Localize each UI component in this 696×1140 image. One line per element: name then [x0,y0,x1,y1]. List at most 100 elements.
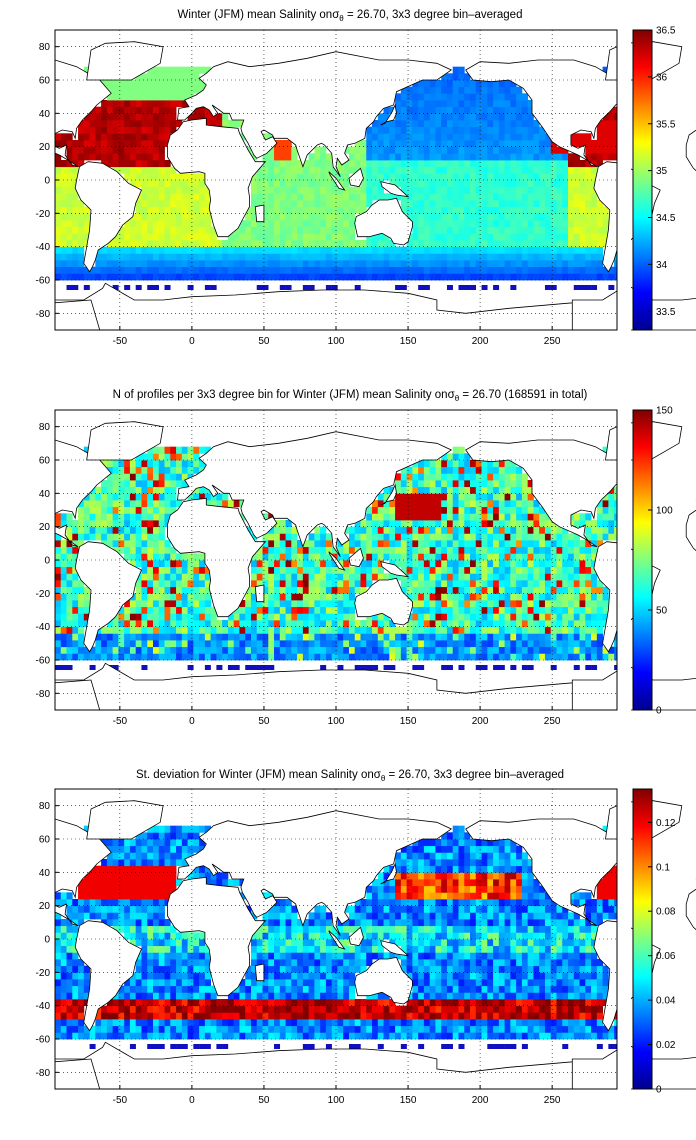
data-cell [441,173,448,181]
data-cell [550,266,557,274]
data-cell [152,1019,160,1027]
data-cell [516,240,523,248]
data-cell [596,540,603,548]
data-cell [262,153,269,161]
data-cell [250,153,258,161]
data-cell [141,220,148,228]
data-cell [297,626,304,634]
data-cell [579,540,586,548]
data-cell [124,486,131,494]
data-cell [579,173,586,181]
data-cell [602,606,609,614]
data-cell [152,86,160,94]
data-cell [337,173,344,181]
data-cell [72,520,79,528]
data-cell [337,273,344,281]
data-cell [72,180,79,188]
data-cell [591,533,598,541]
data-cell [475,153,482,161]
data-cell [400,586,408,594]
data-cell [504,120,511,128]
data-cell [539,200,546,208]
data-cell [250,665,257,670]
data-cell [204,653,212,661]
data-cell [412,146,419,154]
data-cell [481,133,488,141]
data-cell [256,546,263,554]
data-cell [412,133,419,141]
land-outline [380,181,410,198]
data-cell [596,640,603,648]
data-cell [389,620,396,628]
data-cell [152,945,160,953]
data-cell [250,593,258,601]
data-cell [550,173,557,181]
data-cell [481,140,488,148]
data-cell [493,580,500,588]
data-cell [429,466,436,474]
data-cell [222,500,229,508]
data-cell [498,253,505,261]
data-cell [366,140,373,148]
data-cell [412,480,419,488]
data-cell [55,952,62,960]
data-cell [112,620,119,628]
data-cell [285,540,292,548]
data-cell [493,180,500,188]
data-cell [510,153,517,161]
data-cell [464,233,471,241]
data-cell [95,640,102,648]
data-cell [124,160,131,168]
data-cell [112,253,119,261]
data-cell [60,553,67,561]
data-cell [95,865,102,873]
data-cell [297,600,304,608]
data-cell [516,186,523,194]
data-cell [441,146,448,154]
data-cell [591,153,598,161]
data-cell [596,633,603,641]
data-cell [470,566,477,574]
data-cell [337,640,344,648]
data-cell [423,213,431,221]
data-cell [423,473,431,481]
data-cell [89,533,96,541]
data-cell [602,653,609,661]
data-cell [429,153,436,161]
data-cell [320,526,327,534]
data-cell [297,273,304,281]
data-cell [441,106,448,114]
data-cell [112,892,119,900]
data-cell [516,226,523,234]
data-cell [135,613,142,621]
data-cell [325,200,333,208]
data-cell [158,166,165,174]
data-cell [297,173,304,181]
data-cell [423,206,431,214]
data-cell [521,500,529,508]
data-cell [389,500,396,508]
data-cell [279,266,286,274]
data-cell [135,932,142,940]
data-cell [297,646,304,654]
data-cell [533,220,540,228]
data-cell [527,246,534,254]
data-cell [383,626,390,634]
data-cell [493,273,500,281]
data-cell [354,566,361,574]
data-cell [124,606,131,614]
data-cell [204,573,212,581]
data-cell [222,633,229,641]
data-cell [464,266,471,274]
data-cell [418,213,425,221]
data-cell [521,665,528,670]
data-cell [596,220,603,228]
data-cell [279,173,286,181]
data-cell [129,166,137,174]
data-cell [377,620,384,628]
data-cell [135,140,142,148]
data-cell [66,566,73,574]
data-cell [124,466,131,474]
data-cell [458,626,465,634]
data-cell [164,473,171,481]
